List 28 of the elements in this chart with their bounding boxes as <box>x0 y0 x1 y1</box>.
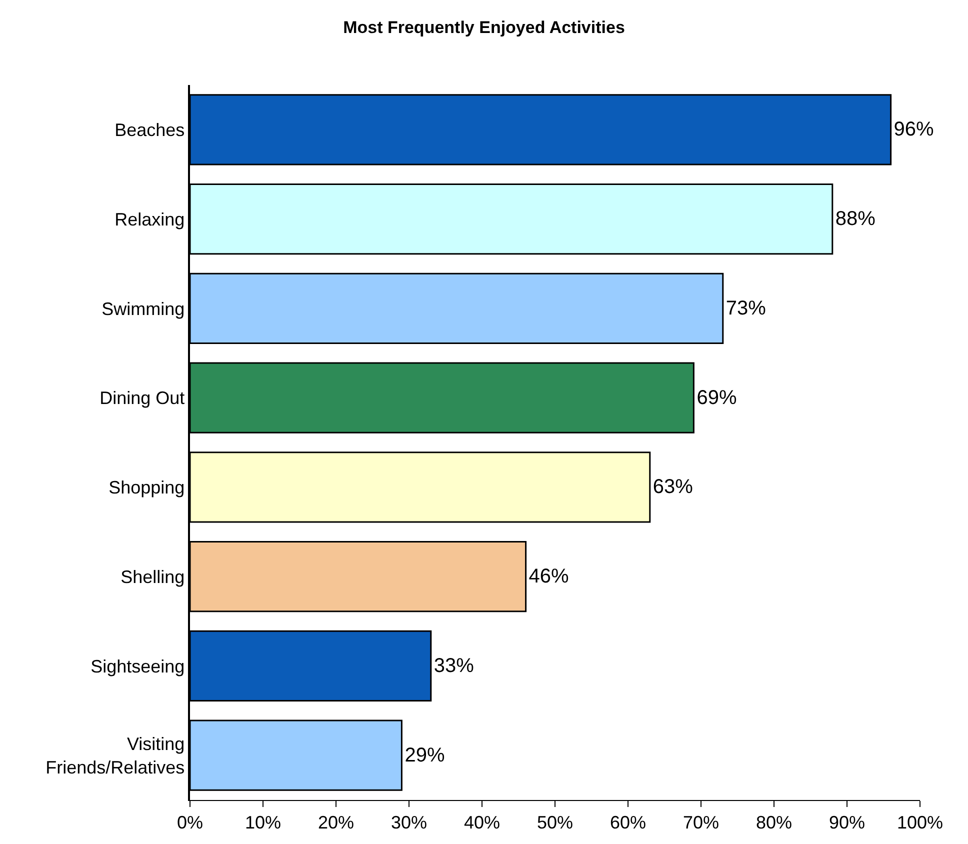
data-label: 46% <box>528 566 570 588</box>
x-tick-label: 50% <box>536 812 574 833</box>
x-tick-label: 80% <box>756 812 792 833</box>
x-tick-label: 0% <box>176 812 204 833</box>
data-label: 69% <box>696 386 737 409</box>
chart-title: Most Frequently Enjoyed Activities <box>343 18 625 37</box>
x-tick-label: 70% <box>682 812 720 833</box>
y-tick-label: Swimming <box>102 298 185 319</box>
x-tick-label: 20% <box>318 812 354 833</box>
y-tick-label: Sightseeing <box>90 656 185 676</box>
data-label: 73% <box>726 297 766 320</box>
x-tick-label: 40% <box>464 812 500 833</box>
y-tick-label: Shelling <box>120 566 185 587</box>
y-tick-label: Dining Out <box>100 388 185 408</box>
y-tick-label: Relaxing <box>114 209 185 230</box>
data-label: 96% <box>894 118 934 141</box>
x-tick-label: 60% <box>610 812 646 833</box>
x-tick-label: 30% <box>390 812 428 833</box>
x-tick-label: 100% <box>896 812 944 833</box>
y-tick-label: Visiting Friends/Relatives <box>46 734 185 778</box>
data-label: 88% <box>835 208 876 230</box>
y-tick-label: Shopping <box>108 477 185 498</box>
data-label: 63% <box>652 476 694 498</box>
x-tick-label: 90% <box>828 812 866 833</box>
x-tick-label: 10% <box>244 812 282 833</box>
data-label: 29% <box>404 744 445 766</box>
data-label: 33% <box>434 654 474 677</box>
y-tick-label: Beaches <box>114 120 185 140</box>
